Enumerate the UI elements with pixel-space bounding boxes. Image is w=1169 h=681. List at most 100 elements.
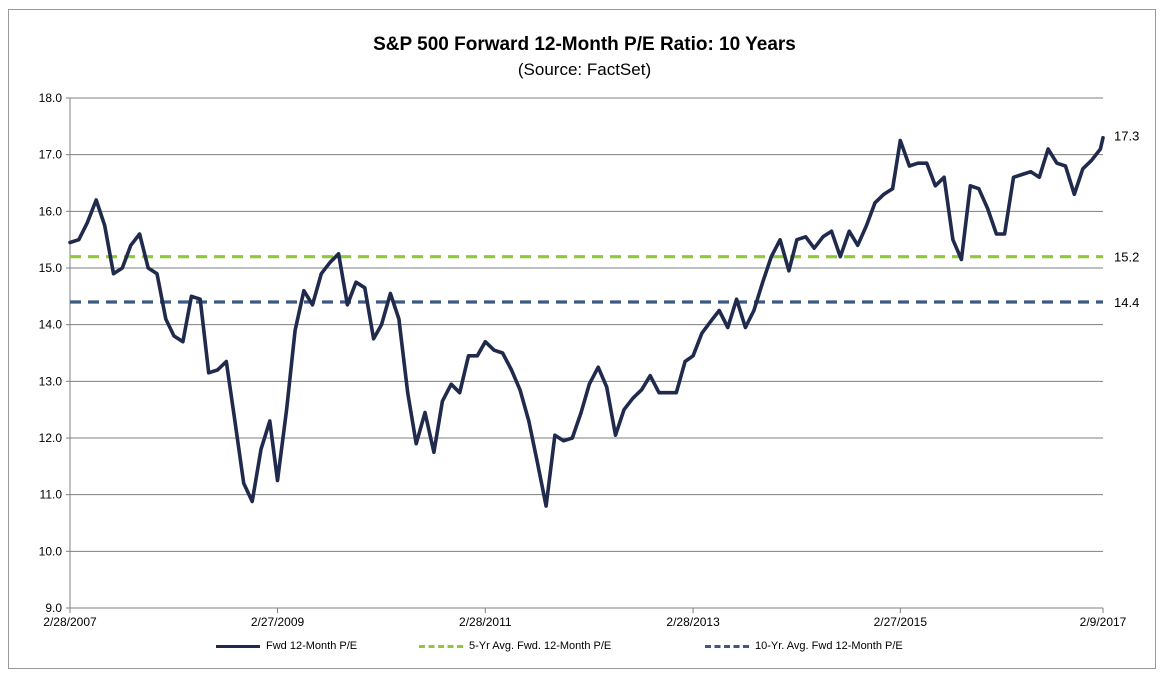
fwd-pe-point <box>1073 193 1076 196</box>
fwd-pe-point <box>199 298 202 301</box>
fwd-pe-point <box>363 286 366 289</box>
fwd-pe-point <box>960 258 963 261</box>
fwd-pe-point <box>216 368 219 372</box>
fwd-pe-point <box>1046 147 1050 151</box>
legend-swatch-5yr-avg <box>419 644 463 648</box>
fwd-pe-point <box>527 419 530 423</box>
fwd-pe-point <box>86 221 89 224</box>
fwd-pe-point <box>977 187 980 190</box>
fwd-pe-point <box>882 193 885 196</box>
fwd-pe-point <box>752 309 756 312</box>
fwd-pe-point <box>804 235 807 238</box>
fwd-pe-point <box>691 354 695 357</box>
fwd-pe-point <box>1090 159 1093 162</box>
y-tick-label: 18.0 <box>39 91 63 105</box>
legend-item-fwd-pe: Fwd 12-Month P/E <box>216 640 357 652</box>
fwd-pe-point <box>492 349 496 352</box>
fwd-pe-point <box>666 391 669 394</box>
fwd-pe-point <box>285 408 288 411</box>
fwd-pe-point <box>649 374 652 377</box>
fwd-pe-point <box>1012 176 1015 179</box>
fwd-pe-point <box>423 411 427 414</box>
y-tick-label: 12.0 <box>39 431 63 445</box>
fwd-pe-point <box>986 207 989 210</box>
fwd-pe-point <box>916 162 920 165</box>
fwd-pe-point <box>467 354 470 357</box>
gridlines <box>69 97 1103 609</box>
fwd-pe-point <box>951 238 955 241</box>
fwd-pe-point <box>103 224 106 227</box>
fwd-pe-point <box>397 317 401 321</box>
fwd-pe-point <box>830 230 833 233</box>
fwd-pe-point <box>484 340 487 343</box>
fwd-pe-point <box>268 419 271 423</box>
fwd-pe-point <box>458 391 461 394</box>
fwd-pe-point <box>441 400 444 403</box>
fwd-pe-point <box>718 309 721 312</box>
y-tick-label: 13.0 <box>39 374 63 388</box>
fwd-pe-point <box>726 326 729 329</box>
fwd-pe-point <box>925 162 928 165</box>
fwd-pe-point <box>856 244 859 247</box>
fwd-pe-point <box>1064 164 1067 168</box>
y-tick-label: 16.0 <box>39 204 63 218</box>
fwd-pe-point <box>1099 147 1102 151</box>
y-tick-label: 11.0 <box>40 488 63 502</box>
fwd-pe-point <box>770 255 773 258</box>
legend-label-5yr-avg: 5-Yr Avg. Fwd. 12-Month P/E <box>469 640 612 652</box>
fwd-pe-point <box>346 303 349 306</box>
y-tick-label: 15.0 <box>39 261 63 275</box>
fwd-pe-point <box>709 320 712 323</box>
fwd-pe-point <box>501 351 504 355</box>
x-tick-label: 2/9/2017 <box>1080 615 1127 629</box>
fwd-pe-point <box>995 232 998 236</box>
fwd-pe-point <box>865 224 868 227</box>
fwd-pe-point <box>597 366 600 369</box>
fwd-pe-point <box>293 329 297 332</box>
fwd-pe-point <box>233 419 237 423</box>
y-tick-label: 10.0 <box>39 544 63 558</box>
fwd-pe-point <box>328 261 332 264</box>
fwd-pe-point <box>354 281 358 284</box>
fwd-pe-point <box>68 241 72 244</box>
fwd-pe-point <box>389 292 392 295</box>
fwd-pe-point <box>164 317 167 321</box>
fwd-pe-point <box>908 164 911 168</box>
chart-title: S&P 500 Forward 12-Month P/E Ratio: 10 Y… <box>373 34 796 55</box>
fwd-pe-point <box>112 272 115 275</box>
fwd-pe-point <box>207 371 210 374</box>
x-axis-ticks: 2/28/2007 2/27/2009 2/28/2011 2/28/2013 2/27… <box>43 608 1127 629</box>
fwd-pe-point <box>778 238 782 241</box>
fwd-pe-point <box>432 451 436 454</box>
fwd-pe-point <box>1003 232 1006 236</box>
fwd-pe-point <box>242 482 245 485</box>
fwd-pe-point <box>320 272 323 275</box>
x-tick-label: 2/27/2009 <box>251 615 305 629</box>
fwd-pe-point <box>700 332 704 335</box>
end-label: 15.2 <box>1114 250 1139 265</box>
x-tick-label: 2/28/2013 <box>666 615 720 629</box>
fwd-pe-point <box>848 230 851 233</box>
fwd-pe-point <box>251 500 254 503</box>
fwd-pe-point <box>147 266 150 270</box>
y-tick-label: 17.0 <box>39 148 63 162</box>
legend-swatch-fwd-pe <box>216 644 260 648</box>
legend-label-fwd-pe: Fwd 12-Month P/E <box>266 640 358 652</box>
fwd-pe-point <box>813 247 816 250</box>
chart-subtitle: (Source: FactSet) <box>517 60 652 79</box>
fwd-pe-point <box>518 388 522 391</box>
fwd-pe-point <box>839 255 842 258</box>
fwd-pe-point <box>450 383 453 386</box>
fwd-pe-point <box>510 368 513 372</box>
fwd-pe-point <box>934 184 937 187</box>
fwd-pe-point <box>311 303 314 306</box>
y-tick-label: 14.0 <box>39 318 63 332</box>
fwd-pe-point <box>657 391 661 394</box>
series-layer <box>68 135 1105 508</box>
x-tick-label: 2/28/2007 <box>43 615 97 629</box>
fwd-pe-point <box>1038 176 1041 179</box>
fwd-pe-point <box>795 238 799 241</box>
fwd-pe-point <box>821 235 825 238</box>
fwd-pe-point <box>675 391 678 394</box>
